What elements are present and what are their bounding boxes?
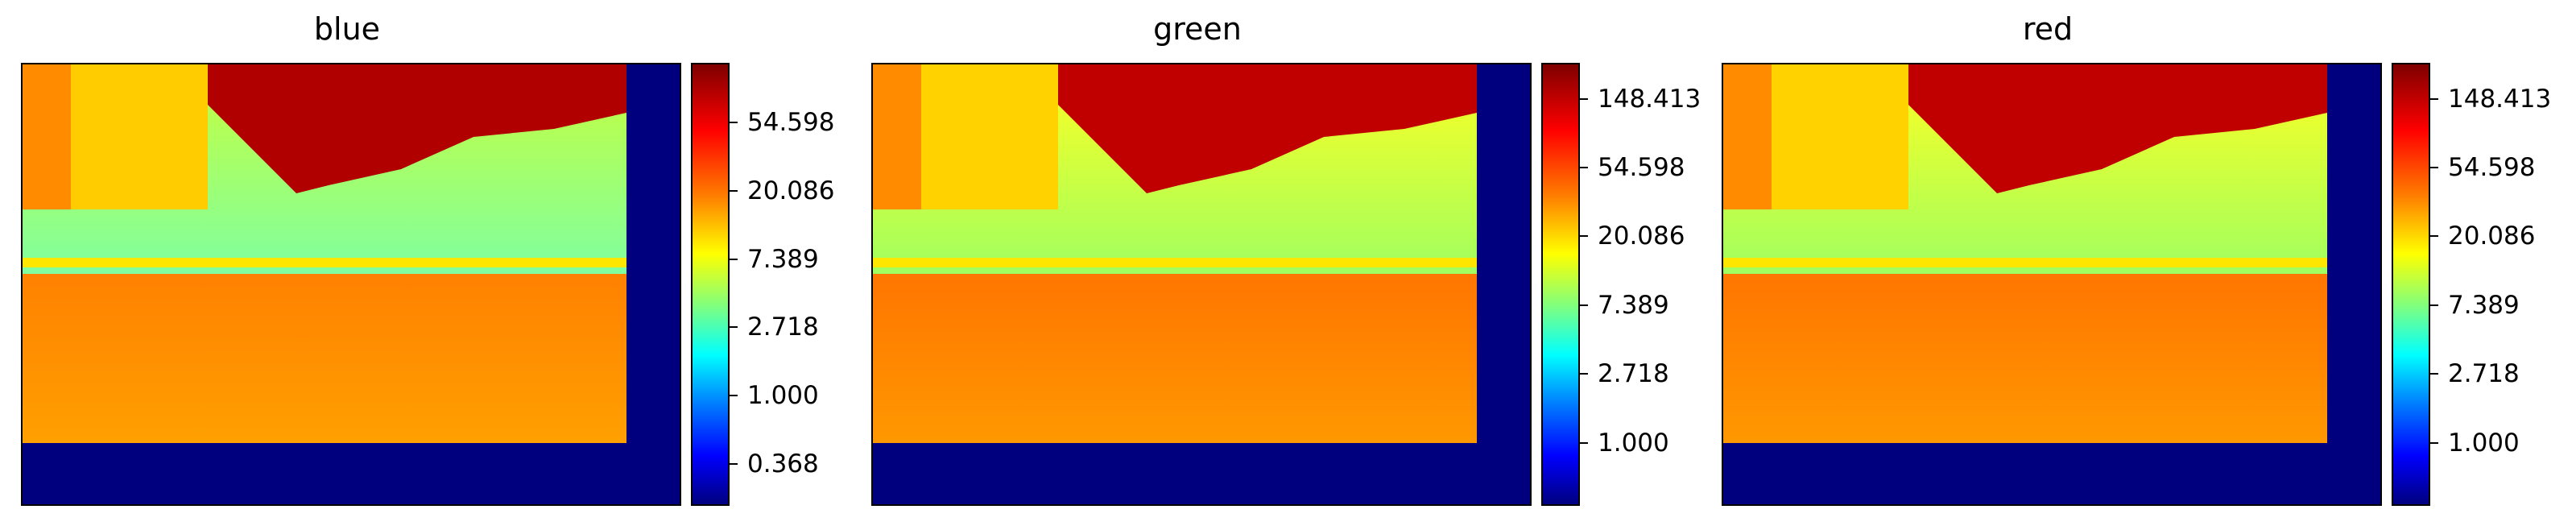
chart-panel-red: red 1.000 2.718 7.389 20.086 54.598: [1701, 0, 2576, 526]
chart-panel-green: green 1.000 2.718 7.389 20.086 54.598: [850, 0, 1704, 526]
colorbar-tick-label: 54.598: [1598, 152, 1685, 182]
colorbar-tick-label: 20.086: [747, 176, 835, 205]
colorbar-tick-mark: [1580, 441, 1588, 444]
colorbar-tick-mark: [1580, 373, 1588, 375]
colorbar-tick-mark: [2430, 235, 2438, 238]
colorbar-tick-mark: [2430, 97, 2438, 100]
colorbar: [1541, 63, 1580, 506]
colorbar-tick-mark: [730, 326, 738, 329]
colorbar-tick-label: 148.413: [2448, 84, 2552, 114]
colorbar-tick-mark: [1580, 97, 1588, 100]
colorbar-tick-mark: [730, 258, 738, 260]
colorbar-tick-mark: [730, 121, 738, 123]
colorbar-tick-mark: [2430, 304, 2438, 306]
colorbar-tick-mark: [1580, 166, 1588, 168]
colorbar-tick-mark: [730, 395, 738, 397]
colorbar: [2392, 63, 2430, 506]
colorbar-tick-label: 54.598: [747, 107, 835, 137]
colorbar-tick-label: 7.389: [1598, 290, 1669, 320]
colorbar-tick-label: 20.086: [2448, 222, 2536, 251]
colorbar-tick-label: 1.000: [2448, 428, 2520, 458]
colorbar-tick-label: 7.389: [2448, 290, 2520, 320]
colorbar-tick-mark: [2430, 373, 2438, 375]
colorbar-tick-mark: [2430, 166, 2438, 168]
colorbar-tick-mark: [1580, 304, 1588, 306]
chart-panel-blue: blue 0.368 1.000 2.718 7.389 20.086: [0, 0, 854, 526]
heatmap-image: [21, 63, 681, 506]
colorbar-tick-label: 1.000: [747, 381, 819, 411]
chart-title: red: [2022, 11, 2074, 47]
colorbar-tick-label: 20.086: [1598, 222, 1685, 251]
colorbar-tick-label: 2.718: [747, 313, 819, 342]
chart-title: blue: [313, 11, 381, 47]
colorbar-tick-label: 148.413: [1598, 84, 1701, 114]
heatmap-image: [871, 63, 1532, 506]
colorbar-tick-mark: [730, 463, 738, 466]
colorbar-tick-label: 54.598: [2448, 152, 2536, 182]
colorbar-tick-mark: [1580, 235, 1588, 238]
colorbar-tick-label: 2.718: [1598, 359, 1669, 389]
colorbar-tick-mark: [730, 189, 738, 192]
colorbar-tick-label: 0.368: [747, 449, 819, 479]
colorbar-tick-mark: [2430, 441, 2438, 444]
colorbar-tick-label: 2.718: [2448, 359, 2520, 389]
chart-title: green: [1153, 11, 1242, 47]
colorbar-tick-label: 7.389: [747, 244, 819, 274]
colorbar-tick-label: 1.000: [1598, 428, 1669, 458]
heatmap-image: [1722, 63, 2382, 506]
colorbar: [691, 63, 730, 506]
